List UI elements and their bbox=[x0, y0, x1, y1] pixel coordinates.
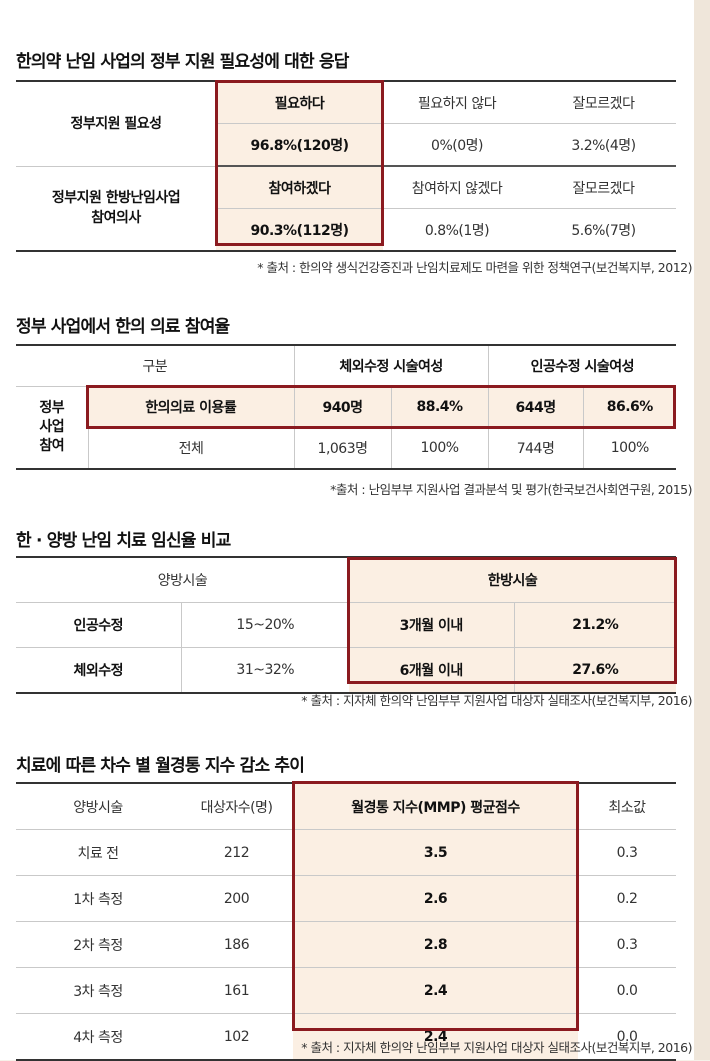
row-label-line: 참여의사 bbox=[91, 210, 141, 227]
row-label: 전체 bbox=[87, 427, 295, 470]
table-row: 3차 측정 161 2.4 0.0 bbox=[16, 967, 676, 1014]
header-cell: 한방시술 bbox=[349, 557, 676, 603]
table-row: 인공수정 15~20% 3개월 이내 21.2% bbox=[16, 602, 676, 648]
data-cell: 21.2% bbox=[513, 602, 676, 648]
header-cell: 대상자수(명) bbox=[180, 783, 293, 830]
data-cell: 186 bbox=[180, 921, 293, 968]
option-cell: 필요하다 bbox=[216, 81, 383, 124]
data-cell: 27.6% bbox=[513, 647, 676, 694]
option-cell: 잘모르겠다 bbox=[531, 81, 676, 124]
data-cell: 644명 bbox=[487, 386, 584, 428]
table-row: 96.8%(120명) 0%(0명) 3.2%(4명) bbox=[16, 123, 676, 167]
right-edge-strip bbox=[694, 0, 710, 1060]
row-label: 1차 측정 bbox=[16, 875, 180, 922]
section-title-menstrual-pain: 치료에 따른 차수 별 월경통 지수 감소 추이 bbox=[16, 756, 305, 776]
data-cell: 102 bbox=[180, 1013, 293, 1061]
table-row: 정부지원 필요성 필요하다 필요하지 않다 잘모르겠다 bbox=[16, 81, 676, 167]
data-cell: 86.6% bbox=[582, 386, 677, 428]
option-cell: 잘모르겠다 bbox=[531, 166, 676, 209]
source-note: * 출처 : 지자체 한의약 난임부부 지원사업 대상자 실태조사(보건복지부,… bbox=[301, 1040, 692, 1055]
header-cell: 체외수정 시술여성 bbox=[293, 345, 489, 387]
data-cell: 0.3 bbox=[578, 829, 676, 876]
source-note: * 출처 : 한의약 생식건강증진과 난임치료제도 마련을 위한 정책연구(보건… bbox=[257, 260, 692, 275]
table-row: 체외수정 31~32% 6개월 이내 27.6% bbox=[16, 647, 676, 694]
value-cell: 90.3%(112명) bbox=[216, 208, 383, 252]
data-cell: 200 bbox=[180, 875, 293, 922]
row-label-participation: 정부지원 한방난임사업 참여의사 bbox=[16, 166, 216, 252]
value-cell: 96.8%(120명) bbox=[216, 123, 383, 167]
row-label-support-need: 정부지원 필요성 bbox=[16, 81, 216, 167]
table-header-row: 양방시술 대상자수(명) 월경통 지수(MMP) 평균점수 최소값 bbox=[16, 783, 676, 830]
header-cell: 양방시술 bbox=[16, 783, 180, 830]
table-row: 4차 측정 102 2.4 0.0 bbox=[16, 1013, 676, 1061]
data-cell: 2.6 bbox=[293, 875, 578, 922]
row-group-line: 정부 bbox=[39, 400, 65, 416]
data-cell: 940명 bbox=[293, 386, 392, 428]
row-label-line: 정부지원 한방난임사업 bbox=[51, 190, 181, 207]
data-cell: 15~20% bbox=[180, 602, 349, 648]
row-group-label: 정부 사업 참여 bbox=[16, 386, 88, 470]
data-cell: 88.4% bbox=[390, 386, 489, 428]
table-row: 정부 사업 참여 한의의료 이용률 940명 88.4% 644명 86.6% bbox=[16, 386, 677, 470]
row-group-line: 사업 bbox=[39, 419, 65, 435]
header-cell: 월경통 지수(MMP) 평균점수 bbox=[293, 783, 578, 830]
value-cell: 0%(0명) bbox=[383, 123, 531, 167]
table-row: 정부지원 한방난임사업 참여의사 참여하겠다 참여하지 않겠다 잘모르겠다 bbox=[16, 166, 676, 252]
data-cell: 0.0 bbox=[578, 967, 676, 1014]
row-label: 4차 측정 bbox=[16, 1013, 180, 1061]
option-cell: 참여하지 않겠다 bbox=[383, 166, 531, 209]
source-note: * 출처 : 지자체 한의약 난임부부 지원사업 대상자 실태조사(보건복지부,… bbox=[301, 693, 692, 708]
data-cell: 31~32% bbox=[180, 647, 349, 694]
row-label: 3차 측정 bbox=[16, 967, 180, 1014]
pregnancy-rate-table: 양방시술 한방시술 인공수정 15~20% 3개월 이내 21.2% 체외수정 … bbox=[16, 556, 676, 694]
data-cell: 2.4 bbox=[293, 1013, 578, 1061]
data-cell: 100% bbox=[390, 427, 489, 470]
data-cell: 0.3 bbox=[578, 921, 676, 968]
row-label: 한의의료 이용률 bbox=[88, 386, 295, 428]
header-cell: 양방시술 bbox=[16, 557, 349, 603]
row-group-line: 참여 bbox=[39, 438, 65, 454]
data-cell: 212 bbox=[180, 829, 293, 876]
data-cell: 2.8 bbox=[293, 921, 578, 968]
row-label: 인공수정 bbox=[16, 602, 181, 648]
table-row: 2차 측정 186 2.8 0.3 bbox=[16, 921, 676, 968]
data-cell: 0.2 bbox=[578, 875, 676, 922]
row-label: 치료 전 bbox=[16, 829, 180, 876]
menstrual-pain-table: 양방시술 대상자수(명) 월경통 지수(MMP) 평균점수 최소값 치료 전 2… bbox=[16, 782, 676, 1061]
data-cell: 1,063명 bbox=[293, 427, 392, 470]
table-row: 1차 측정 200 2.6 0.2 bbox=[16, 875, 676, 922]
option-cell: 참여하겠다 bbox=[216, 166, 383, 209]
header-cell: 인공수정 시술여성 bbox=[487, 345, 677, 387]
participation-rate-table: 구분 체외수정 시술여성 인공수정 시술여성 정부 사업 참여 한의의료 이용률… bbox=[16, 344, 677, 470]
value-cell: 5.6%(7명) bbox=[531, 208, 676, 252]
table-header-row: 양방시술 한방시술 bbox=[16, 557, 676, 603]
data-cell: 2.4 bbox=[293, 967, 578, 1014]
option-cell: 필요하지 않다 bbox=[383, 81, 531, 124]
table-row: 전체 1,063명 100% 744명 100% bbox=[16, 427, 677, 470]
section-title-support-need: 한의약 난임 사업의 정부 지원 필요성에 대한 응답 bbox=[16, 52, 349, 72]
row-label: 2차 측정 bbox=[16, 921, 180, 968]
header-cell: 구분 bbox=[16, 345, 295, 387]
section-title-participation-rate: 정부 사업에서 한의 의료 참여율 bbox=[16, 317, 230, 337]
data-cell: 744명 bbox=[487, 427, 584, 470]
source-note: *출처 : 난임부부 지원사업 결과분석 및 평가(한국보건사회연구원, 201… bbox=[330, 482, 692, 497]
support-need-table: 정부지원 필요성 필요하다 필요하지 않다 잘모르겠다 96.8%(120명) … bbox=[16, 80, 676, 252]
data-cell: 3.5 bbox=[293, 829, 578, 876]
section-title-pregnancy-rate: 한 · 양방 난임 치료 임신율 비교 bbox=[16, 531, 231, 551]
table-header-row: 구분 체외수정 시술여성 인공수정 시술여성 bbox=[16, 345, 677, 387]
data-cell: 3개월 이내 bbox=[349, 602, 514, 648]
row-label: 체외수정 bbox=[16, 647, 181, 694]
value-cell: 0.8%(1명) bbox=[383, 208, 531, 252]
header-cell: 최소값 bbox=[578, 783, 676, 830]
data-cell: 100% bbox=[582, 427, 677, 470]
data-cell: 161 bbox=[180, 967, 293, 1014]
table-row: 치료 전 212 3.5 0.3 bbox=[16, 829, 676, 876]
value-cell: 3.2%(4명) bbox=[531, 123, 676, 167]
data-cell: 6개월 이내 bbox=[349, 647, 514, 694]
